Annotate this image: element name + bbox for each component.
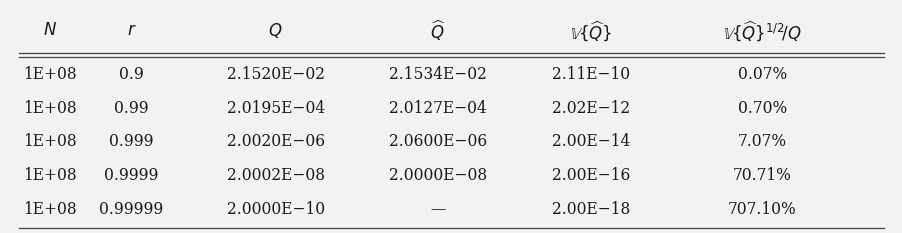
Text: 2.0020E−06: 2.0020E−06 bbox=[226, 134, 325, 151]
Text: 2.02E−12: 2.02E−12 bbox=[552, 100, 630, 117]
Text: 2.0000E−10: 2.0000E−10 bbox=[226, 201, 325, 218]
Text: 0.07%: 0.07% bbox=[737, 66, 787, 83]
Text: $\mathbb{V}\{\widehat{Q}\}$: $\mathbb{V}\{\widehat{Q}\}$ bbox=[569, 19, 612, 43]
Text: 0.99: 0.99 bbox=[114, 100, 149, 117]
Text: 2.0000E−08: 2.0000E−08 bbox=[389, 167, 486, 184]
Text: $\widehat{Q}$: $\widehat{Q}$ bbox=[429, 19, 446, 43]
Text: 2.11E−10: 2.11E−10 bbox=[552, 66, 630, 83]
Text: 2.00E−16: 2.00E−16 bbox=[551, 167, 630, 184]
Text: $N$: $N$ bbox=[43, 22, 57, 39]
Text: 1E+08: 1E+08 bbox=[23, 201, 77, 218]
Text: 0.9: 0.9 bbox=[119, 66, 143, 83]
Text: 707.10%: 707.10% bbox=[727, 201, 796, 218]
Text: 1E+08: 1E+08 bbox=[23, 167, 77, 184]
Text: 1E+08: 1E+08 bbox=[23, 134, 77, 151]
Text: 70.71%: 70.71% bbox=[732, 167, 791, 184]
Text: $\mathbb{V}\{\widehat{Q}\}^{1/2}\!/Q$: $\mathbb{V}\{\widehat{Q}\}^{1/2}\!/Q$ bbox=[723, 19, 801, 43]
Text: 1E+08: 1E+08 bbox=[23, 66, 77, 83]
Text: 7.07%: 7.07% bbox=[737, 134, 787, 151]
Text: 2.0002E−08: 2.0002E−08 bbox=[226, 167, 325, 184]
Text: 2.00E−18: 2.00E−18 bbox=[551, 201, 630, 218]
Text: 1E+08: 1E+08 bbox=[23, 100, 77, 117]
Text: $r$: $r$ bbox=[126, 22, 136, 39]
Text: 0.99999: 0.99999 bbox=[99, 201, 163, 218]
Text: 2.00E−14: 2.00E−14 bbox=[551, 134, 630, 151]
Text: 2.0600E−06: 2.0600E−06 bbox=[389, 134, 486, 151]
Text: $Q$: $Q$ bbox=[268, 21, 282, 40]
Text: 0.9999: 0.9999 bbox=[104, 167, 159, 184]
Text: 2.1520E−02: 2.1520E−02 bbox=[226, 66, 325, 83]
Text: 2.0127E−04: 2.0127E−04 bbox=[389, 100, 486, 117]
Text: 0.999: 0.999 bbox=[109, 134, 153, 151]
Text: 0.70%: 0.70% bbox=[737, 100, 787, 117]
Text: 2.1534E−02: 2.1534E−02 bbox=[389, 66, 486, 83]
Text: —: — bbox=[430, 201, 446, 218]
Text: 2.0195E−04: 2.0195E−04 bbox=[226, 100, 325, 117]
